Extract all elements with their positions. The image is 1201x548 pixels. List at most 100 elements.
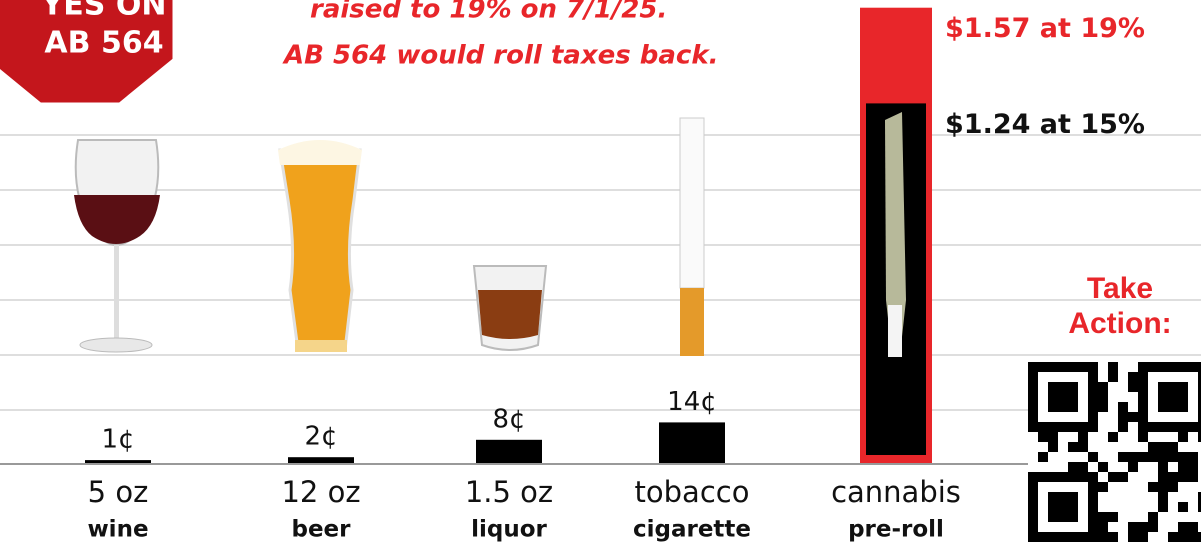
qr-module: [1048, 442, 1058, 452]
qr-module: [1198, 492, 1201, 502]
qr-code: [1028, 362, 1201, 548]
qr-module: [1108, 432, 1118, 442]
qr-module: [1088, 452, 1098, 462]
x-tick-label: 1.5 oz: [465, 475, 553, 509]
badge-line: AB 564: [44, 26, 163, 61]
qr-module: [1128, 462, 1138, 472]
qr-module: [1158, 452, 1168, 462]
qr-module: [1118, 472, 1128, 482]
qr-module: [1098, 512, 1108, 522]
qr-module: [1108, 532, 1118, 542]
qr-module: [1098, 462, 1108, 472]
qr-module: [1158, 482, 1168, 492]
qr-module: [1158, 492, 1168, 502]
qr-module: [1178, 432, 1188, 442]
x-tick-sublabel: liquor: [471, 517, 547, 543]
qr-module: [1138, 532, 1148, 542]
x-tick-sublabel: wine: [87, 517, 148, 543]
value-label: $1.57 at 19%: [945, 13, 1145, 44]
qr-module: [1128, 522, 1138, 532]
beer-glass: [278, 140, 362, 352]
x-tick-label: cannabis: [831, 475, 961, 509]
badge: YES ON AB 564: [0, 0, 178, 108]
qr-module: [1148, 512, 1158, 522]
badge-line: YES ON: [41, 0, 167, 23]
qr-module: [1048, 432, 1058, 442]
qr-module: [1098, 532, 1108, 542]
value-label: 8¢: [492, 404, 525, 434]
qr-module: [1148, 482, 1158, 492]
qr-module: [1068, 462, 1078, 472]
qr-finder: [1138, 362, 1201, 432]
value-label: 14¢: [667, 387, 717, 417]
annotation: raised to 19% on 7/1/25.: [310, 0, 667, 25]
qr-module: [1098, 522, 1108, 532]
qr-module: [1098, 402, 1108, 412]
qr-module: [1158, 442, 1168, 452]
x-tick-sublabel: beer: [291, 517, 351, 543]
bar: [659, 422, 725, 463]
qr-module: [1178, 522, 1188, 532]
x-tick-sublabel: pre-roll: [848, 517, 944, 543]
qr-module: [1188, 522, 1198, 532]
qr-module: [1168, 452, 1178, 462]
bar: [85, 460, 151, 463]
bar: [476, 439, 542, 463]
qr-module: [1188, 472, 1198, 482]
qr-module: [1188, 532, 1198, 542]
qr-module: [1108, 362, 1118, 372]
qr-module: [1178, 462, 1188, 472]
call-to-action: Action:: [1068, 307, 1171, 340]
qr-module: [1138, 432, 1148, 442]
cigarette: [679, 117, 705, 356]
qr-module: [1168, 472, 1178, 482]
qr-module: [1178, 452, 1188, 462]
qr-module: [1128, 372, 1138, 382]
shot-glass: [472, 265, 548, 351]
qr-finder: [1158, 382, 1188, 412]
qr-module: [1158, 502, 1168, 512]
bar: [288, 457, 354, 463]
qr-module: [1108, 472, 1118, 482]
qr-module: [1198, 502, 1201, 512]
qr-module: [1198, 532, 1201, 542]
pre-roll-tip: [888, 305, 902, 357]
qr-module: [1118, 422, 1128, 432]
qr-module: [1108, 512, 1118, 522]
value-label: 2¢: [304, 422, 337, 452]
qr-module: [1178, 502, 1188, 512]
grid: [0, 134, 1201, 465]
qr-module: [1118, 412, 1128, 422]
qr-module: [1128, 382, 1138, 392]
pre-roll-shape: [885, 112, 906, 355]
call-to-action: Take: [1087, 272, 1153, 305]
x-tick-label: 12 oz: [281, 475, 360, 509]
qr-module: [1168, 532, 1178, 542]
qr-module: [1078, 462, 1088, 472]
value-label: 1¢: [101, 425, 134, 455]
qr-module: [1038, 452, 1048, 462]
qr-module: [1118, 452, 1128, 462]
qr-module: [1178, 532, 1188, 542]
qr-module: [1098, 392, 1108, 402]
qr-module: [1078, 442, 1088, 452]
wine-glass: [74, 139, 160, 353]
qr-module: [1158, 472, 1168, 482]
qr-module: [1148, 522, 1158, 532]
annotation: AB 564 would roll taxes back.: [282, 41, 718, 71]
qr-finder: [1048, 382, 1078, 412]
qr-finder: [1028, 472, 1098, 542]
qr-module: [1168, 482, 1178, 492]
qr-module: [1128, 452, 1138, 462]
qr-finder: [1048, 492, 1078, 522]
x-tick-label: tobacco: [635, 475, 750, 509]
qr-module: [1168, 442, 1178, 452]
qr-module: [1158, 462, 1168, 472]
qr-module: [1188, 462, 1198, 472]
qr-module: [1148, 442, 1158, 452]
qr-module: [1078, 432, 1088, 442]
qr-module: [1178, 472, 1188, 482]
qr-finder: [1028, 362, 1098, 432]
qr-module: [1118, 402, 1128, 412]
qr-module: [1128, 412, 1138, 422]
